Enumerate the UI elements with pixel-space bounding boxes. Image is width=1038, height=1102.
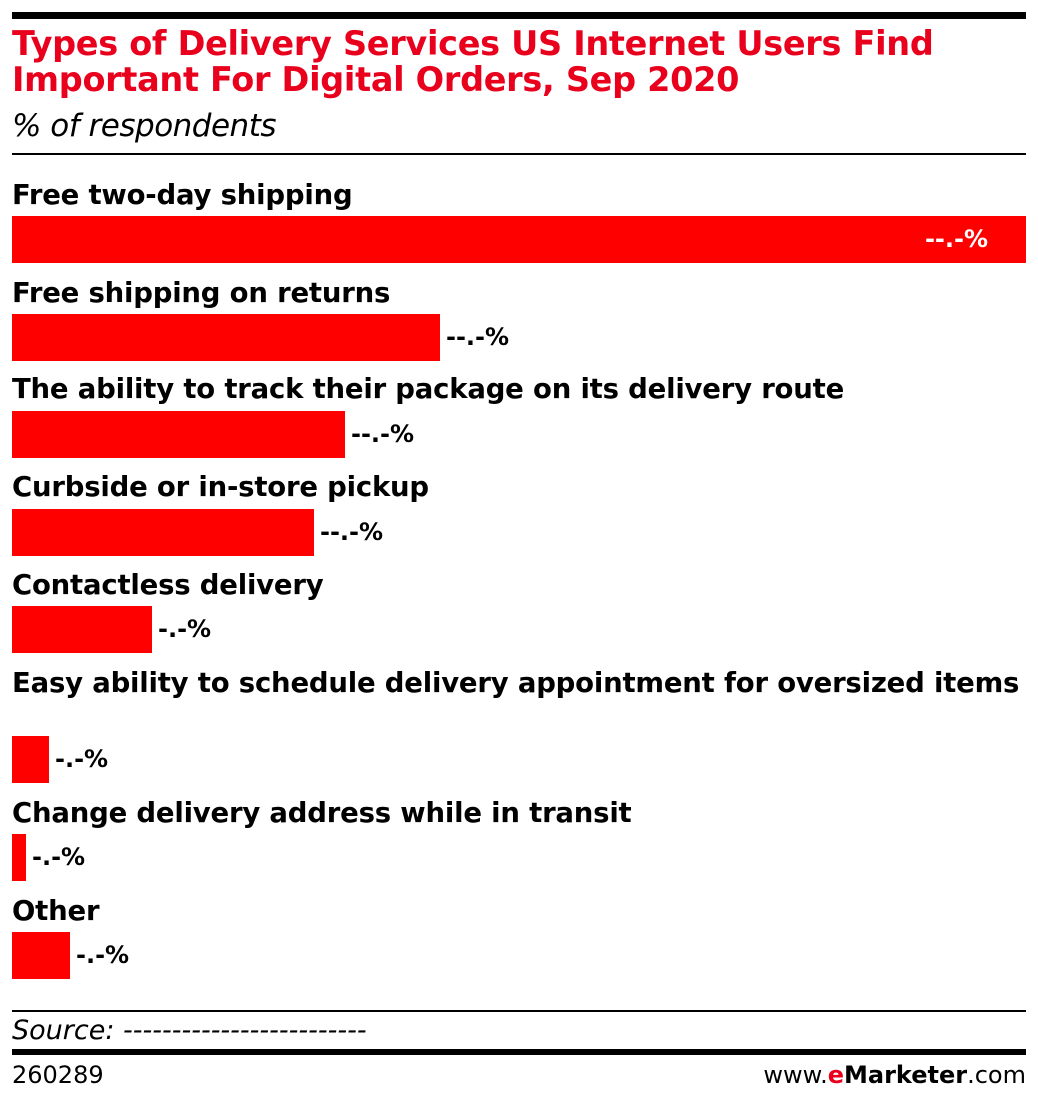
value-label: --.-% bbox=[320, 518, 384, 546]
bar bbox=[12, 411, 345, 458]
bar bbox=[12, 932, 70, 979]
category-label: Other bbox=[12, 895, 100, 927]
value-label: -.-% bbox=[55, 745, 109, 773]
chart-subtitle: % of respondents bbox=[12, 108, 277, 144]
brand-suffix: .com bbox=[967, 1061, 1026, 1089]
bar bbox=[12, 736, 49, 783]
value-label: -.-% bbox=[76, 941, 130, 969]
bar bbox=[12, 314, 440, 361]
brand-link[interactable]: www.eMarketer.com bbox=[763, 1060, 1026, 1090]
value-label: -.-% bbox=[32, 843, 86, 871]
bar bbox=[12, 509, 314, 556]
value-label: --.-% bbox=[351, 420, 415, 448]
category-label: Free two-day shipping bbox=[12, 179, 353, 211]
value-label: --.-% bbox=[924, 225, 988, 253]
category-label: Curbside or in-store pickup bbox=[12, 471, 429, 503]
value-label: -.-% bbox=[158, 615, 212, 643]
bar bbox=[12, 606, 152, 653]
brand-e: e bbox=[827, 1061, 845, 1089]
source-note: Source: ------------------------- bbox=[12, 1015, 367, 1046]
subtitle-rule bbox=[12, 153, 1026, 155]
chart-id: 260289 bbox=[12, 1061, 104, 1089]
brand-prefix: www. bbox=[763, 1061, 828, 1089]
footer-rule bbox=[12, 1049, 1026, 1055]
top-rule bbox=[12, 12, 1026, 19]
bar-plot: Free two-day shipping --.-% Free shipping … bbox=[12, 179, 1026, 979]
value-label: --.-% bbox=[446, 323, 510, 351]
chart-title: Types of Delivery Services US Internet U… bbox=[12, 24, 934, 99]
category-label: Free shipping on returns bbox=[12, 277, 391, 309]
category-label: Easy ability to schedule delivery appoin… bbox=[12, 667, 1020, 699]
bar bbox=[12, 216, 1026, 263]
brand-name: Marketer bbox=[844, 1061, 968, 1089]
source-rule bbox=[12, 1010, 1026, 1012]
category-label: Contactless delivery bbox=[12, 569, 324, 601]
bar bbox=[12, 834, 26, 881]
category-label: The ability to track their package on it… bbox=[12, 373, 845, 405]
category-label: Change delivery address while in transit bbox=[12, 797, 632, 829]
